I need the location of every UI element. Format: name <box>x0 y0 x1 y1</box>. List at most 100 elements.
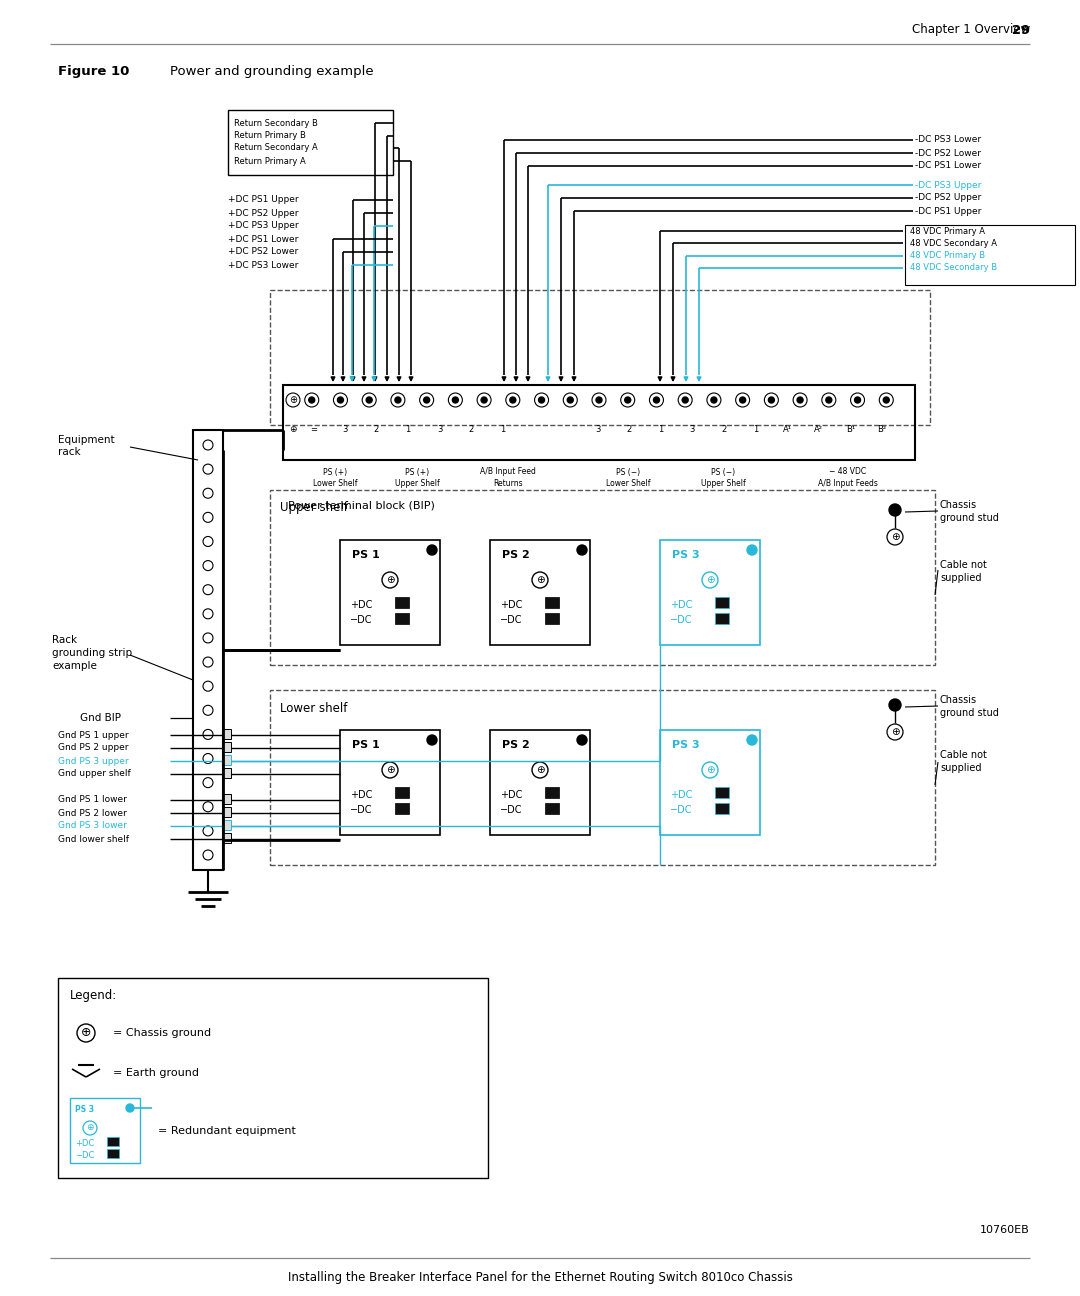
Text: ⊕: ⊕ <box>289 395 297 404</box>
Text: 3: 3 <box>436 425 442 434</box>
Text: Legend:: Legend: <box>70 990 118 1003</box>
Text: 48 VDC Primary A: 48 VDC Primary A <box>910 227 985 236</box>
Text: ⊕: ⊕ <box>536 575 544 584</box>
Text: PS 3: PS 3 <box>672 740 700 750</box>
Text: = Redundant equipment: = Redundant equipment <box>158 1126 296 1137</box>
Text: supplied: supplied <box>940 763 982 772</box>
Text: Power terminal block (BIP): Power terminal block (BIP) <box>288 500 435 511</box>
Text: 1: 1 <box>658 425 663 434</box>
Text: PS (−): PS (−) <box>616 468 640 477</box>
Text: 48 VDC Primary B: 48 VDC Primary B <box>910 251 985 260</box>
Circle shape <box>883 397 889 403</box>
Text: +DC: +DC <box>75 1139 94 1148</box>
Text: Upper Shelf: Upper Shelf <box>701 478 745 487</box>
Bar <box>270 490 935 665</box>
Text: −DC: −DC <box>670 805 692 815</box>
Text: −DC: −DC <box>350 616 373 625</box>
Bar <box>715 804 729 814</box>
Text: Gnd PS 3 lower: Gnd PS 3 lower <box>58 822 126 831</box>
Bar <box>660 730 760 835</box>
Bar <box>222 743 231 752</box>
Bar <box>490 730 590 835</box>
Circle shape <box>427 546 437 555</box>
Text: 2: 2 <box>626 425 632 434</box>
Bar <box>107 1150 119 1159</box>
Text: PS (+): PS (+) <box>323 468 347 477</box>
Text: +DC PS3 Lower: +DC PS3 Lower <box>228 260 298 270</box>
Text: A¹: A¹ <box>783 425 792 434</box>
Text: ⊕: ⊕ <box>289 425 297 434</box>
Text: +DC: +DC <box>350 791 373 800</box>
Text: supplied: supplied <box>940 573 982 583</box>
Bar <box>490 540 590 645</box>
Text: Installing the Breaker Interface Panel for the Ethernet Routing Switch 8010co Ch: Installing the Breaker Interface Panel f… <box>287 1271 793 1284</box>
Text: 48 VDC Secondary A: 48 VDC Secondary A <box>910 238 997 248</box>
Text: PS (+): PS (+) <box>405 468 429 477</box>
Text: Rack: Rack <box>52 635 77 645</box>
Text: =: = <box>310 425 316 434</box>
Bar <box>545 804 559 814</box>
Text: grounding strip: grounding strip <box>52 648 132 658</box>
Text: 1: 1 <box>405 425 410 434</box>
Text: rack: rack <box>58 447 81 457</box>
Circle shape <box>711 397 717 403</box>
Text: 48 VDC Secondary B: 48 VDC Secondary B <box>910 263 997 272</box>
Text: +DC: +DC <box>670 600 692 610</box>
Circle shape <box>423 397 430 403</box>
Bar <box>545 597 559 608</box>
Bar <box>222 807 231 816</box>
Text: −DC: −DC <box>75 1152 94 1160</box>
Text: +DC: +DC <box>500 600 523 610</box>
Text: Chapter 1 Overview: Chapter 1 Overview <box>912 23 1030 36</box>
Text: example: example <box>52 661 97 671</box>
Text: 2: 2 <box>469 425 474 434</box>
Circle shape <box>740 397 745 403</box>
Text: Cable not: Cable not <box>940 560 987 570</box>
Text: -DC PS3 Lower: -DC PS3 Lower <box>915 136 981 144</box>
Circle shape <box>577 546 588 555</box>
Text: Gnd PS 2 lower: Gnd PS 2 lower <box>58 809 126 818</box>
Bar <box>222 769 231 778</box>
Circle shape <box>427 735 437 745</box>
Text: 10760EB: 10760EB <box>981 1225 1030 1235</box>
Circle shape <box>889 504 901 516</box>
Text: = Chassis ground: = Chassis ground <box>113 1028 211 1038</box>
Text: Lower Shelf: Lower Shelf <box>313 478 357 487</box>
Bar <box>545 613 559 623</box>
Text: A²: A² <box>814 425 823 434</box>
Text: 29: 29 <box>961 23 1030 36</box>
Text: 2: 2 <box>721 425 727 434</box>
Text: ⊕: ⊕ <box>386 765 394 775</box>
Text: Lower shelf: Lower shelf <box>280 701 348 714</box>
Text: PS 1: PS 1 <box>352 740 380 750</box>
Circle shape <box>453 397 458 403</box>
Text: ⊕: ⊕ <box>891 531 900 542</box>
Text: PS 2: PS 2 <box>502 740 530 750</box>
Text: +DC: +DC <box>670 791 692 800</box>
Text: ground stud: ground stud <box>940 708 999 718</box>
Bar <box>905 226 1075 285</box>
Circle shape <box>577 735 588 745</box>
Circle shape <box>126 1104 134 1112</box>
Circle shape <box>683 397 688 403</box>
Text: ⊕: ⊕ <box>705 765 714 775</box>
Bar <box>270 290 930 425</box>
Circle shape <box>747 546 757 555</box>
Text: Figure 10: Figure 10 <box>58 66 130 79</box>
Text: +DC: +DC <box>350 600 373 610</box>
Text: Return Secondary A: Return Secondary A <box>234 144 318 153</box>
Text: 1: 1 <box>753 425 758 434</box>
Bar <box>222 728 231 739</box>
Text: -DC PS2 Upper: -DC PS2 Upper <box>915 193 982 202</box>
Bar <box>107 1137 119 1146</box>
Text: Chassis: Chassis <box>940 500 977 511</box>
Text: = Earth ground: = Earth ground <box>113 1068 199 1078</box>
Text: PS 3: PS 3 <box>75 1105 94 1115</box>
Bar <box>228 110 393 175</box>
Circle shape <box>567 397 573 403</box>
Text: B²: B² <box>877 425 887 434</box>
Text: − 48 VDC: − 48 VDC <box>829 468 866 477</box>
Bar <box>70 1098 140 1163</box>
Text: 3: 3 <box>342 425 348 434</box>
Bar <box>395 787 409 798</box>
